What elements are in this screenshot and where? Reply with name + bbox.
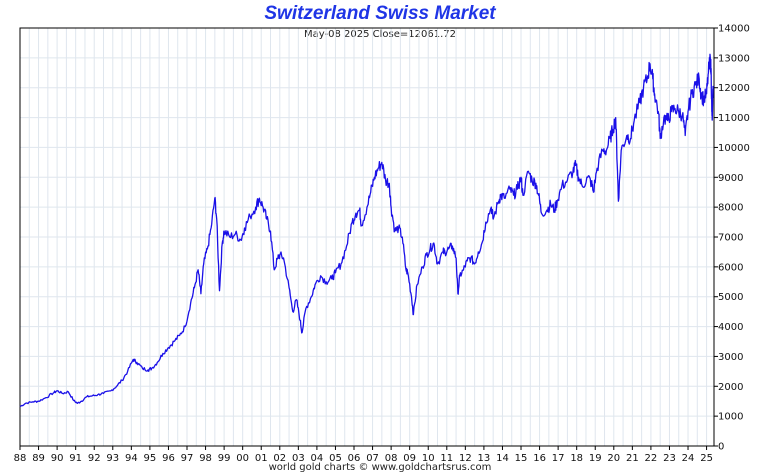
y-tick-label: 9000: [718, 173, 743, 184]
close-readout: May-08 2025 Close=12061.72: [304, 29, 456, 40]
y-tick-label: 1000: [718, 412, 743, 423]
x-tick-label: 18: [570, 453, 583, 464]
x-tick-label: 93: [106, 453, 119, 464]
y-tick-label: 7000: [718, 233, 743, 244]
x-tick-label: 11: [440, 453, 453, 464]
y-tick-label: 12000: [718, 83, 750, 94]
x-tick-label: 12: [459, 453, 472, 464]
x-tick-label: 24: [682, 453, 695, 464]
source-credit: world gold charts © www.goldchartsrus.co…: [268, 462, 492, 473]
y-axis-labels: 0 1000 2000 3000 4000 5000 6000 7000 8000 9000 100…: [718, 24, 750, 453]
x-tick-label: 00: [236, 453, 249, 464]
x-tick-label: 25: [700, 453, 713, 464]
y-tick-label: 11000: [718, 113, 750, 124]
x-tick-label: 15: [515, 453, 528, 464]
price-line: [19, 53, 714, 408]
x-tick-label: 16: [533, 453, 546, 464]
x-tick-label: 20: [607, 453, 620, 464]
x-tick-label: 08: [385, 453, 398, 464]
x-tick-label: 95: [144, 453, 157, 464]
x-tick-label: 07: [366, 453, 379, 464]
x-tick-label: 05: [329, 453, 342, 464]
x-tick-label: 96: [162, 453, 175, 464]
x-tick-label: 03: [292, 453, 305, 464]
y-tick-label: 5000: [718, 292, 743, 303]
x-tick-label: 02: [273, 453, 286, 464]
x-tick-label: 01: [255, 453, 268, 464]
gridlines: [19, 27, 714, 447]
x-tick-label: 09: [403, 453, 416, 464]
chart-title: Switzerland Swiss Market: [264, 3, 496, 24]
y-tick-label: 14000: [718, 24, 750, 35]
x-tick-label: 90: [51, 453, 64, 464]
x-tick-label: 10: [422, 453, 435, 464]
y-tick-label: 13000: [718, 53, 750, 64]
x-tick-label: 13: [478, 453, 491, 464]
y-tick-label: 0: [718, 442, 724, 453]
x-tick-label: 21: [626, 453, 639, 464]
x-tick-label: 89: [32, 453, 45, 464]
x-tick-label: 06: [348, 453, 361, 464]
x-tick-label: 98: [199, 453, 212, 464]
x-tick-label: 04: [311, 453, 324, 464]
x-tick-label: 94: [125, 453, 138, 464]
y-tick-label: 2000: [718, 382, 743, 393]
x-tick-label: 99: [218, 453, 231, 464]
x-tick-label: 22: [645, 453, 658, 464]
y-tick-label: 6000: [718, 262, 743, 273]
y-tick-label: 3000: [718, 352, 743, 363]
x-tick-label: 14: [496, 453, 509, 464]
x-tick-label: 91: [69, 453, 82, 464]
x-tick-label: 23: [663, 453, 676, 464]
x-tick-label: 88: [14, 453, 27, 464]
axis-ticks: [19, 27, 718, 450]
x-axis-labels: 88 89 90 91 92 93 94 95 96 97 98 99 00 01 02 03 04 05 06 07…: [14, 453, 713, 464]
x-tick-label: 97: [181, 453, 194, 464]
y-tick-label: 8000: [718, 203, 743, 214]
x-tick-label: 92: [88, 453, 101, 464]
y-tick-label: 4000: [718, 322, 743, 333]
y-tick-label: 10000: [718, 143, 750, 154]
x-tick-label: 17: [552, 453, 565, 464]
x-tick-label: 19: [589, 453, 602, 464]
